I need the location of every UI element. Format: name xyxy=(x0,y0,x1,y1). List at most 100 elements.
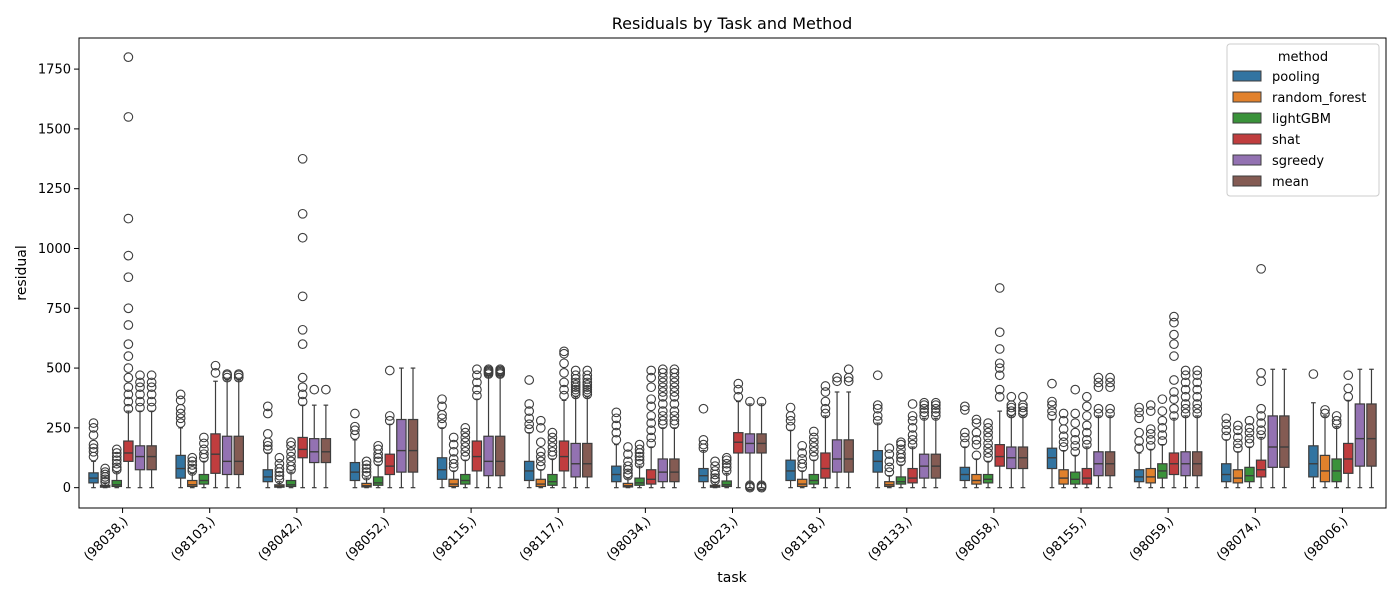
box-iqr xyxy=(285,479,297,488)
legend-swatch-shat xyxy=(1232,133,1262,145)
outlier-point xyxy=(384,415,395,426)
outlier-point xyxy=(721,462,732,473)
outlier-point xyxy=(971,450,982,461)
outlier-point xyxy=(646,432,657,443)
outlier-point xyxy=(582,387,593,397)
outlier-point xyxy=(175,395,186,406)
box-random_forest-0 xyxy=(99,463,111,489)
box-iqr xyxy=(187,479,198,488)
outlier-point xyxy=(262,408,273,419)
box-lightGBM-10 xyxy=(982,418,994,489)
outlier-point xyxy=(872,400,883,411)
outlier-point xyxy=(286,456,296,467)
outlier-point xyxy=(350,425,360,436)
outlier-point xyxy=(460,423,471,433)
outlier-point xyxy=(570,370,581,381)
chart-title: Residuals by Task and Method xyxy=(612,14,853,33)
box-iqr xyxy=(1255,459,1267,478)
outlier-point xyxy=(1192,403,1203,414)
outlier-point xyxy=(1070,384,1081,395)
box-random_forest-6 xyxy=(622,442,634,489)
outlier-point xyxy=(210,368,221,378)
y-tick-label: 1750 xyxy=(38,63,71,78)
outlier-point xyxy=(199,444,209,455)
outlier-point xyxy=(797,458,808,469)
y-tick-label: 1500 xyxy=(38,122,71,137)
outlier-point xyxy=(384,365,395,376)
outlier-point xyxy=(820,396,831,407)
outlier-point xyxy=(907,411,918,421)
outlier-point xyxy=(88,443,99,454)
outlier-point xyxy=(100,474,110,485)
x-tick-label: (98023,) xyxy=(691,514,741,564)
outlier-point xyxy=(524,419,535,430)
outlier-point xyxy=(1093,372,1104,383)
outlier-point xyxy=(657,415,668,426)
outlier-point xyxy=(1244,415,1255,426)
outlier-point xyxy=(756,396,767,407)
outlier-point xyxy=(733,384,744,395)
outlier-point xyxy=(872,403,883,414)
outlier-point xyxy=(495,364,505,375)
outlier-point xyxy=(623,449,633,460)
outlier-point xyxy=(582,384,593,395)
outlier-point xyxy=(321,384,331,395)
outlier-point xyxy=(1180,370,1191,381)
box-iqr xyxy=(721,480,732,488)
box-shat-8 xyxy=(820,381,831,489)
box-shat-1 xyxy=(210,360,221,489)
box-sgreedy-10 xyxy=(1006,391,1017,489)
outlier-point xyxy=(1047,400,1057,411)
x-tick-label: (98038,) xyxy=(81,514,131,564)
box-iqr xyxy=(320,438,332,464)
outlier-point xyxy=(297,389,308,400)
outlier-point xyxy=(1145,406,1156,416)
outlier-point xyxy=(698,434,709,445)
outlier-point xyxy=(559,346,569,357)
x-axis: (98038,) (98103,) (98042,) (98052,) (98115,)… xyxy=(81,508,1351,564)
outlier-point xyxy=(350,421,360,432)
outlier-point xyxy=(1180,399,1191,409)
outlier-point xyxy=(646,372,657,383)
outlier-point xyxy=(361,463,372,474)
outlier-point xyxy=(634,458,645,469)
outlier-point xyxy=(88,430,99,440)
outlier-point xyxy=(646,425,657,436)
box-sgreedy-0 xyxy=(134,370,146,489)
outlier-point xyxy=(1006,402,1017,413)
outlier-point xyxy=(983,448,993,458)
outlier-point xyxy=(1105,403,1115,414)
outlier-point xyxy=(1308,369,1319,379)
plot-area xyxy=(88,52,1377,493)
outlier-point xyxy=(350,408,360,419)
outlier-point xyxy=(361,460,372,470)
box-iqr xyxy=(297,436,308,459)
outlier-point xyxy=(1081,411,1092,421)
outlier-point xyxy=(646,401,657,412)
box-lightGBM-12 xyxy=(1157,394,1168,489)
x-axis-label: task xyxy=(717,570,747,586)
outlier-point xyxy=(983,452,993,463)
outlier-point xyxy=(547,446,558,457)
outlier-point xyxy=(820,408,831,419)
outlier-point xyxy=(1105,372,1115,383)
box-sgreedy-7 xyxy=(744,396,756,493)
outlier-point xyxy=(710,456,720,467)
outlier-point xyxy=(1157,406,1168,416)
outlier-point xyxy=(135,382,145,393)
outlier-point xyxy=(1233,432,1243,443)
outlier-point xyxy=(1256,425,1266,436)
outlier-point xyxy=(1018,406,1028,416)
outlier-point xyxy=(710,473,720,483)
outlier-point xyxy=(222,369,232,379)
outlier-point xyxy=(930,407,941,418)
outlier-point xyxy=(111,444,122,455)
outlier-point xyxy=(274,452,285,463)
outlier-point xyxy=(123,351,134,361)
outlier-point xyxy=(1244,438,1255,449)
outlier-point xyxy=(994,358,1005,369)
outlier-point xyxy=(437,401,447,412)
box-iqr xyxy=(123,440,134,462)
outlier-point xyxy=(88,418,99,428)
outlier-point xyxy=(808,446,819,457)
